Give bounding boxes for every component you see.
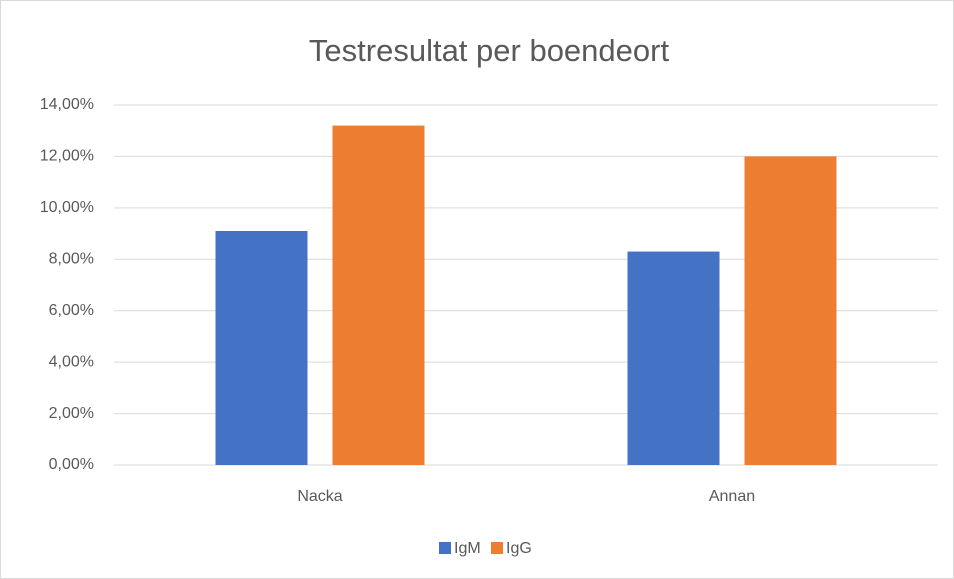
legend-label: IgM bbox=[454, 540, 481, 557]
bar bbox=[744, 156, 837, 465]
y-tick-label: 6,00% bbox=[49, 302, 94, 319]
legend-swatch bbox=[491, 542, 503, 554]
legend-label: IgG bbox=[506, 540, 532, 557]
y-tick-label: 10,00% bbox=[40, 199, 94, 216]
y-tick-label: 4,00% bbox=[49, 353, 94, 370]
y-tick-label: 2,00% bbox=[49, 405, 94, 422]
y-tick-label: 8,00% bbox=[49, 251, 94, 268]
bar bbox=[332, 125, 425, 466]
chart-title: Testresultat per boendeort bbox=[309, 33, 670, 68]
x-tick-label: Nacka bbox=[297, 488, 342, 505]
y-tick-label: 12,00% bbox=[40, 148, 94, 165]
bar bbox=[627, 251, 720, 465]
legend-swatch bbox=[439, 542, 451, 554]
x-tick-label: Annan bbox=[709, 488, 755, 505]
bar bbox=[215, 231, 308, 465]
y-tick-label: 14,00% bbox=[40, 96, 94, 113]
y-tick-label: 0,00% bbox=[49, 456, 94, 473]
